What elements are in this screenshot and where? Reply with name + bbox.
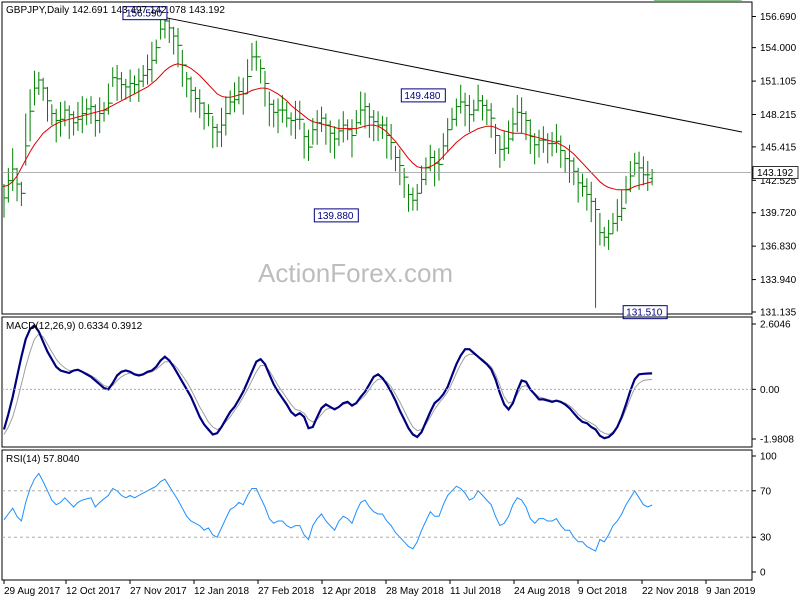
level-annotation-label: 156.590 <box>126 9 163 20</box>
rsi-tick-label: 70 <box>760 486 772 497</box>
level-annotation-box <box>313 208 359 223</box>
level-annotation-box <box>622 305 668 320</box>
time-tick-label: 22 Nov 2018 <box>642 586 699 597</box>
macd-axis: 2.6046 0.00 -1.9808 <box>2 320 794 446</box>
macd-header: MACD(12,26,9) 0.6334 0.3912 <box>6 321 143 332</box>
level-annotation-label: 131.510 <box>626 308 663 319</box>
macd-main-line <box>2 323 653 440</box>
time-tick-label: 29 Aug 2017 <box>4 586 61 597</box>
resistance-trendline <box>164 17 743 133</box>
price-tick-label: 133.940 <box>760 275 797 286</box>
moving-average-layer <box>3 63 653 191</box>
chart-ohlc-readout: 142.691 143.497 142.078 143.192 <box>72 5 225 16</box>
price-panel-frame <box>1 1 753 315</box>
price-tick-label: 139.720 <box>760 208 797 219</box>
macd-tick-label: -1.9808 <box>760 435 794 446</box>
time-tick-label: 11 Jul 2018 <box>450 586 501 597</box>
level-annotation-box <box>400 88 446 103</box>
moving-average-line <box>3 63 653 191</box>
price-bars-layer <box>1 0 742 308</box>
time-tick-label: 27 Nov 2017 <box>130 586 187 597</box>
rsi-axis: 100 70 30 0 <box>2 452 777 579</box>
time-tick-label: 12 Jan 2018 <box>194 586 249 597</box>
price-axis: 156.690 154.000 151.105 148.215 145.415 142.5… <box>2 12 799 319</box>
time-tick-label: 9 Oct 2018 <box>578 586 627 597</box>
current-price-tag <box>752 166 799 179</box>
watermark: ActionForex.com <box>258 258 453 288</box>
price-tick-label: 151.105 <box>760 77 797 88</box>
price-tick-label: 156.690 <box>760 12 797 23</box>
chart-symbol: GBPJPY,Daily <box>6 5 69 16</box>
rsi-layer <box>3 472 653 552</box>
time-axis: 29 Aug 2017 12 Oct 2017 27 Nov 2017 12 Jan … <box>3 580 756 597</box>
time-tick-label: 12 Apr 2018 <box>322 586 376 597</box>
rsi-header: RSI(14) 57.8040 <box>6 454 80 465</box>
price-tick-label: 148.215 <box>760 110 797 121</box>
trendline-layer <box>164 17 743 133</box>
macd-tick-label: 2.6046 <box>760 320 791 331</box>
rsi-tick-label: 30 <box>760 533 772 544</box>
time-tick-label: 28 May 2018 <box>386 586 444 597</box>
macd-tick-label: 0.00 <box>760 385 780 396</box>
price-tick-label: 154.000 <box>760 43 797 54</box>
annotation-layer: 156.590 149.480 139.880 131.510 <box>122 6 668 320</box>
level-annotation-box <box>122 6 168 21</box>
macd-layer <box>2 323 653 440</box>
rsi-line <box>3 472 653 552</box>
macd-panel-frame <box>1 316 753 448</box>
level-annotation-label: 149.480 <box>404 91 441 102</box>
price-tick-label: 136.830 <box>760 242 797 253</box>
time-tick-label: 12 Oct 2017 <box>66 586 121 597</box>
rsi-tick-label: 0 <box>760 568 766 579</box>
current-price-label: 143.192 <box>757 168 794 179</box>
price-tick-label: 142.525 <box>760 176 797 187</box>
time-tick-label: 27 Feb 2018 <box>258 586 315 597</box>
time-tick-label: 9 Jan 2019 <box>706 586 756 597</box>
level-annotation-label: 139.880 <box>317 211 354 222</box>
rsi-tick-label: 100 <box>760 452 777 463</box>
rsi-panel-frame <box>1 449 753 581</box>
price-tick-label: 145.415 <box>760 142 797 153</box>
time-tick-label: 24 Aug 2018 <box>514 586 571 597</box>
price-tick-label: 131.135 <box>760 308 797 319</box>
